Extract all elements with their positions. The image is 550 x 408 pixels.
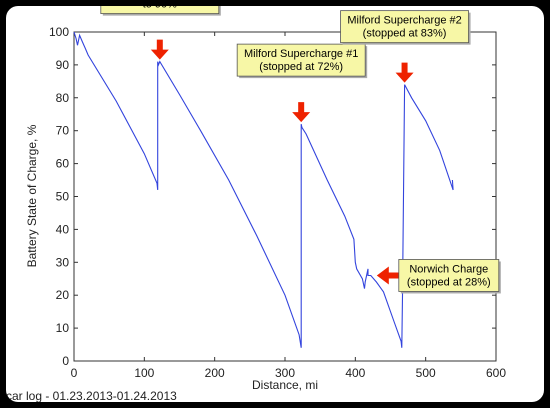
callout-text: Norwich Charge [409, 263, 488, 275]
annotations: Delaware Superchargeto 90% Milford Superc… [100, 6, 501, 294]
x-tick-label: 100 [134, 366, 154, 380]
callout-arrow [376, 266, 399, 285]
series-line [73, 31, 454, 348]
y-tick-label: 70 [56, 124, 70, 138]
x-ticks: 0 100 200 300 400 500 600 [71, 32, 506, 380]
callout-text: Milford Supercharge #1 [244, 48, 358, 60]
callout-text: to 90% [143, 6, 177, 11]
callout-arrow [150, 39, 169, 60]
callout-text: Milford Supercharge #2 [347, 15, 461, 27]
chart-panel: 0 100 200 300 400 500 600 0 10 20 30 40 50 60 70 80 90 1… [6, 6, 544, 402]
x-tick-label: 500 [416, 366, 436, 380]
callout-arrow [395, 62, 414, 83]
x-tick-label: 300 [275, 366, 295, 380]
y-tick-label: 40 [56, 222, 70, 236]
callout-box [100, 6, 220, 15]
callout: Milford Supercharge #2(stopped at 83%) [340, 10, 471, 83]
y-ticks: 0 10 20 30 40 50 60 70 80 90 100 [49, 25, 496, 368]
y-tick-label: 50 [56, 190, 70, 204]
soc-chart: 0 100 200 300 400 500 600 0 10 20 30 40 50 60 70 80 90 1… [6, 6, 506, 402]
callout-text: (stopped at 28%) [407, 276, 491, 288]
callout-box [340, 10, 469, 44]
plot-area [73, 31, 497, 362]
y-tick-label: 100 [49, 25, 69, 39]
callout-text: (stopped at 83%) [363, 28, 447, 40]
callout: Delaware Superchargeto 90% [100, 6, 221, 60]
callout-text: (stopped at 72%) [259, 61, 343, 73]
x-tick-label: 600 [486, 366, 506, 380]
x-tick-label: 400 [345, 366, 365, 380]
y-tick-label: 90 [56, 58, 70, 72]
y-tick-label: 20 [56, 288, 70, 302]
x-tick-label: 200 [205, 366, 225, 380]
y-axis-label: Battery State of Charge, % [25, 124, 39, 267]
y-tick-label: 10 [56, 321, 70, 335]
y-tick-label: 60 [56, 157, 70, 171]
callout: Norwich Charge(stopped at 28%) [376, 259, 501, 294]
y-tick-label: 80 [56, 91, 70, 105]
caption: car log - 01.23.2013-01.24.2013 [6, 389, 177, 402]
x-axis-label: Distance, mi [252, 378, 318, 392]
x-tick-label: 0 [71, 366, 78, 380]
y-tick-label: 30 [56, 255, 70, 269]
callout: Milford Supercharge #1(stopped at 72%) [236, 43, 368, 123]
callout-box [236, 43, 366, 77]
callout-box [398, 259, 500, 292]
callout-arrow [292, 102, 311, 123]
y-tick-label: 0 [62, 354, 69, 368]
